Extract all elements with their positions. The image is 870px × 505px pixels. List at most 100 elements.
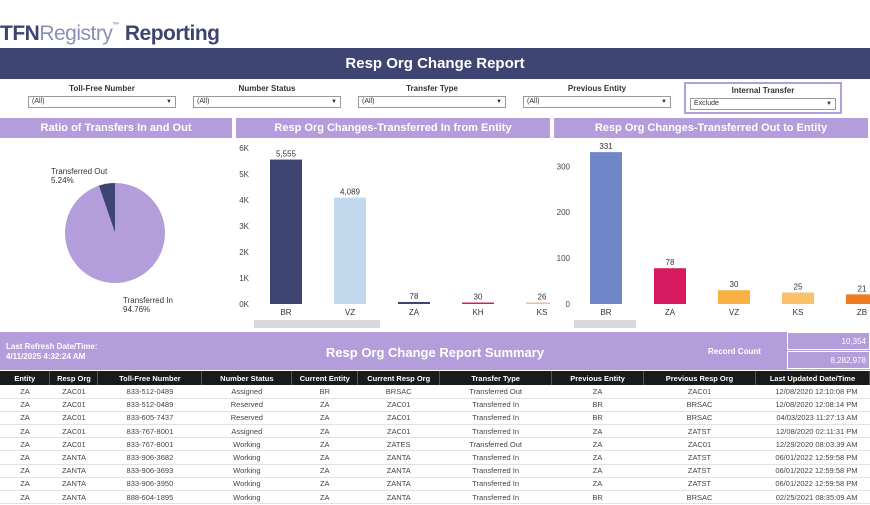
table-cell: ZA	[291, 398, 358, 412]
table-cell: ZA	[291, 490, 358, 505]
pie-slice[interactable]	[98, 183, 115, 233]
summary-bar: Last Refresh Date/Time: 4/11/2025 4:32:2…	[0, 332, 870, 370]
table-cell: Assigned	[201, 424, 292, 439]
table-cell: 12/08/2020 02:11:31 PM	[755, 424, 870, 439]
record-count-total: 10,354	[787, 332, 870, 350]
category-label: VZ	[729, 308, 739, 317]
column-header[interactable]: Current Resp Org	[357, 371, 441, 385]
table-cell: ZANTA	[357, 477, 440, 492]
table-cell: 06/01/2022 12:59:58 PM	[755, 477, 870, 492]
column-header[interactable]: Previous Resp Org	[643, 371, 756, 385]
table-row[interactable]: ZA ZAC01 833-512-0489 Reserved ZA ZAC01 Transf…	[0, 398, 870, 412]
column-header[interactable]: Last Updated Date/Time	[755, 371, 870, 385]
logo-tm: ™	[112, 22, 119, 29]
chevron-down-icon: ▼	[496, 99, 502, 105]
table-row[interactable]: ZA ZAC01 833-767-8001 Assigned ZA ZAC01 Transf…	[0, 424, 870, 439]
y-tick-label: 6K	[239, 144, 249, 153]
filter-number-status: Number Status (All) ▼	[193, 84, 341, 108]
table-row[interactable]: ZA ZAC01 833-512-0489 Assigned BR BRSAC Transf…	[0, 385, 870, 399]
table-cell: ZA	[291, 411, 358, 426]
table-cell: Reserved	[201, 398, 292, 412]
y-tick-label: 100	[557, 254, 571, 263]
table-cell: BRSAC	[643, 411, 756, 426]
table-row[interactable]: ZA ZANTA 833-906-3950 Working ZA ZANTA Transfe…	[0, 477, 870, 492]
internal-transfer-select[interactable]: Exclude ▼	[690, 98, 836, 110]
bar[interactable]	[270, 159, 302, 304]
transferred-out-bar-chart: 0 100 200 300 331 BR 78 ZA 30 VZ 25 KS 21 ZB	[554, 138, 870, 332]
table-cell: Assigned	[201, 385, 292, 399]
table-row[interactable]: ZA ZAC01 833-767-8001 Working ZA ZATES Transfe…	[0, 437, 870, 452]
table-cell: ZATST	[643, 464, 756, 478]
transferred-in-bar-chart: 0K 1K 2K 3K 4K 5K 6K 5,555 BR 4,089 VZ 78 ZA 30 KH 26 KS	[236, 138, 558, 332]
pie-slice[interactable]	[65, 183, 165, 283]
y-tick-label: 0K	[239, 300, 249, 309]
transfer-type-select[interactable]: (All) ▼	[358, 96, 506, 108]
table-cell: Transferred In	[439, 398, 552, 412]
column-header[interactable]: Entity	[0, 371, 51, 385]
horizontal-scrollbar[interactable]	[254, 320, 380, 328]
table-cell: 833-906-3682	[97, 450, 202, 465]
pie-pct-out: 5.24%	[51, 176, 74, 185]
y-tick-label: 3K	[239, 222, 249, 231]
pie-label-in: Transferred In	[123, 296, 173, 305]
table-cell: Transferred In	[439, 490, 552, 505]
table-cell: Working	[201, 490, 292, 505]
bar[interactable]	[590, 152, 622, 304]
bar[interactable]	[718, 290, 750, 304]
table-cell: ZATES	[357, 437, 440, 452]
horizontal-scrollbar[interactable]	[574, 320, 636, 328]
table-cell: ZANTA	[357, 464, 440, 478]
table-cell: BRSAC	[643, 490, 756, 505]
in-section-header: Resp Org Changes-Transferred In from Ent…	[236, 118, 550, 138]
table-cell: ZA	[0, 385, 50, 399]
bar-value-label: 21	[858, 284, 867, 293]
table-cell: ZANTA	[49, 450, 98, 465]
bar-value-label: 5,555	[276, 150, 297, 159]
bar-in-svg: 0K 1K 2K 3K 4K 5K 6K 5,555 BR 4,089 VZ 78 ZA 30 KH 26 KS	[239, 144, 558, 328]
refresh-info: Last Refresh Date/Time: 4/11/2025 4:32:2…	[6, 342, 97, 362]
category-label: ZA	[409, 308, 420, 317]
category-label: VZ	[345, 308, 355, 317]
bar[interactable]	[846, 294, 870, 304]
column-header[interactable]: Number Status	[201, 371, 293, 385]
bar[interactable]	[334, 197, 366, 304]
table-cell: ZA	[0, 477, 50, 492]
table-cell: BRSAC	[357, 385, 440, 399]
table-cell: ZANTA	[357, 490, 440, 505]
table-cell: 12/29/2020 08:03:39 AM	[755, 437, 870, 452]
table-cell: 12/08/2020 12:08:14 PM	[755, 398, 870, 412]
table-cell: ZA	[291, 464, 358, 478]
filter-label: Internal Transfer	[731, 86, 795, 95]
table-cell: ZATST	[643, 477, 756, 492]
toll-free-number-select[interactable]: (All) ▼	[28, 96, 176, 108]
table-cell: ZAC01	[49, 385, 98, 399]
column-header[interactable]: Current Entity	[291, 371, 359, 385]
bar[interactable]	[462, 302, 494, 305]
table-row[interactable]: ZA ZANTA 888-604-1895 Working ZA ZANTA Transfe…	[0, 490, 870, 505]
column-header[interactable]: Transfer Type	[439, 371, 553, 385]
table-cell: ZA	[551, 464, 644, 478]
filter-label: Toll-Free Number	[69, 84, 135, 93]
bar[interactable]	[398, 301, 430, 304]
bar-value-label: 4,089	[340, 188, 361, 197]
table-cell: 833-906-3950	[97, 477, 202, 492]
table-row[interactable]: ZA ZAC01 833-605-7437 Reserved ZA ZAC01 Transf…	[0, 411, 870, 426]
category-label: ZA	[665, 308, 676, 317]
filter-label: Transfer Type	[406, 84, 458, 93]
table-cell: 833-605-7437	[97, 411, 202, 426]
table-row[interactable]: ZA ZANTA 833-906-3693 Working ZA ZANTA Transfe…	[0, 464, 870, 478]
previous-entity-select[interactable]: (All) ▼	[523, 96, 671, 108]
pie-svg: Transferred Out 5.24% Transferred In 94.…	[51, 167, 173, 314]
number-status-select[interactable]: (All) ▼	[193, 96, 341, 108]
column-header[interactable]: Toll-Free Number	[97, 371, 203, 385]
bar[interactable]	[526, 302, 558, 305]
column-header[interactable]: Previous Entity	[551, 371, 645, 385]
bar-out-svg: 0 100 200 300 331 BR 78 ZA 30 VZ 25 KS 21 ZB	[557, 142, 870, 328]
bar[interactable]	[782, 292, 814, 304]
table-row[interactable]: ZA ZANTA 833-906-3682 Working ZA ZANTA Transfe…	[0, 450, 870, 465]
chevron-down-icon: ▼	[661, 99, 667, 105]
bar[interactable]	[654, 268, 686, 304]
column-header[interactable]: Resp Org	[49, 371, 99, 385]
table-cell: BR	[551, 411, 644, 426]
bar-value-label: 331	[599, 142, 613, 151]
